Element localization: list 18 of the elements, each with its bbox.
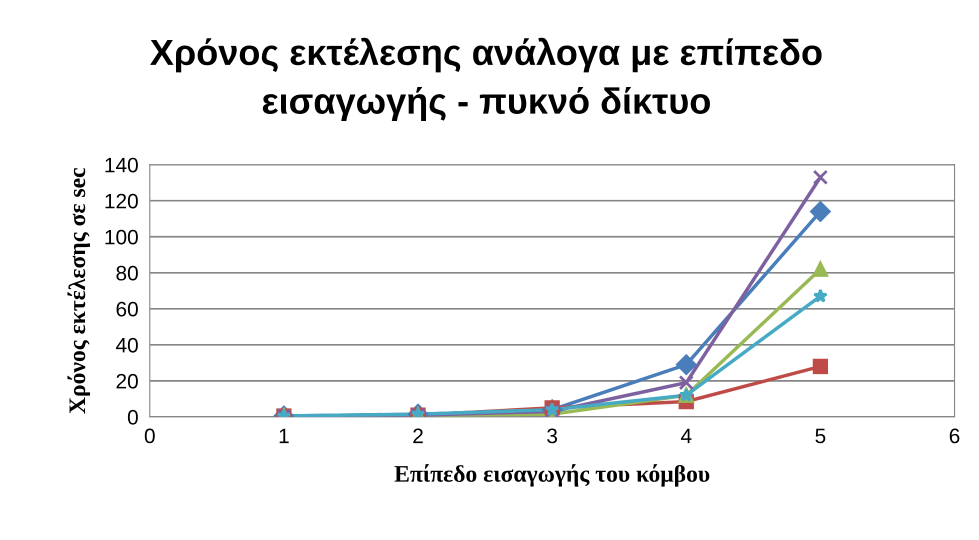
x-tick-label: 4 <box>680 428 692 444</box>
y-tick-label: 100 <box>106 230 138 245</box>
y-tick-label: 80 <box>116 266 138 281</box>
y-tick-label: 0 <box>128 410 138 425</box>
x-tick-label: 6 <box>950 428 960 444</box>
x-tick-label: 3 <box>547 428 558 444</box>
x-tick-label: 2 <box>413 428 423 444</box>
y-tick-label: 60 <box>116 302 138 317</box>
y-tick-label: 140 <box>106 158 138 172</box>
y-axis-title: Χρόνος εκτέλεσης σε sec <box>67 168 90 414</box>
x-axis-title: Επίπεδο εισαγωγής του κόμβου <box>394 464 710 487</box>
chart-title: Χρόνος εκτέλεσης ανάλογα με επίπεδο εισαγωγής - πυκνό δίκτυο <box>150 38 822 122</box>
y-tick-label: 120 <box>106 194 138 208</box>
x-tick-label: 0 <box>144 428 155 444</box>
x-tick-label: 5 <box>815 428 826 444</box>
y-tick-label: 40 <box>116 338 138 353</box>
y-tick-label: 20 <box>116 374 138 389</box>
x-tick-label: 1 <box>280 428 289 444</box>
